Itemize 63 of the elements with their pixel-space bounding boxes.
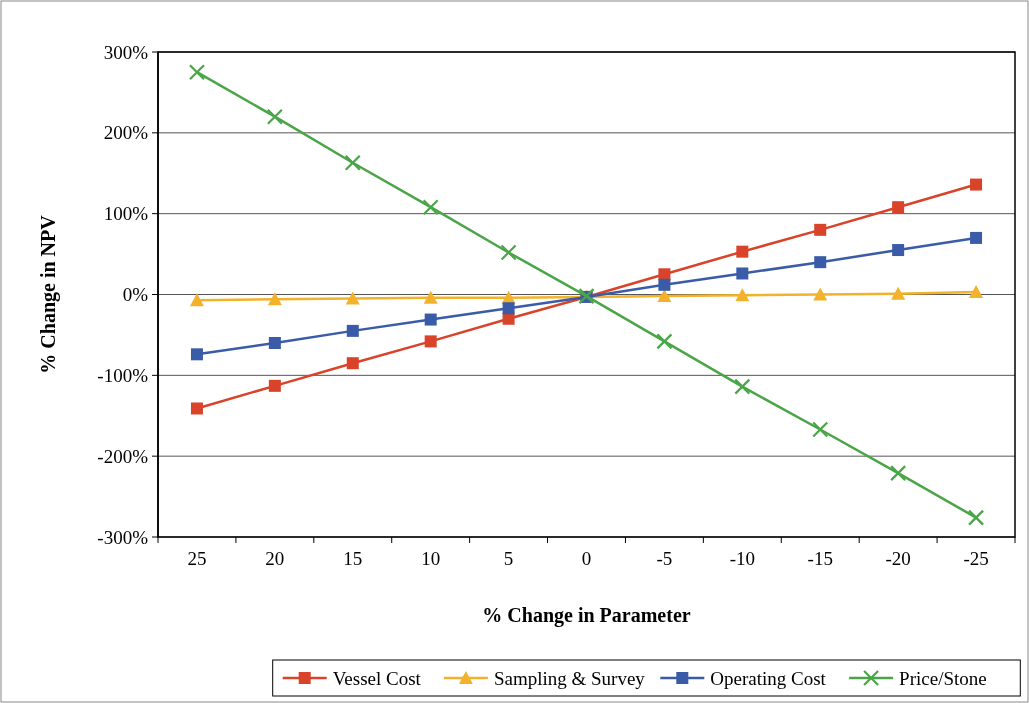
point	[967, 509, 985, 526]
point	[345, 291, 360, 305]
y-axis-title: % Change in NPV	[37, 214, 60, 374]
x-tick-label: 15	[343, 548, 363, 569]
point	[812, 421, 829, 438]
point	[190, 402, 203, 415]
legend-label: Operating Cost	[710, 667, 827, 689]
x-tick-label: 5	[503, 548, 514, 569]
point	[814, 256, 827, 269]
point	[814, 223, 827, 236]
point	[344, 154, 361, 171]
x-tick-label: -25	[963, 548, 989, 569]
point	[656, 333, 673, 350]
point	[734, 378, 751, 395]
point	[658, 268, 671, 281]
point	[189, 293, 204, 307]
point	[735, 288, 750, 302]
y-tick-label: 200%	[103, 122, 149, 144]
point	[969, 285, 984, 299]
point	[346, 324, 359, 337]
point	[500, 244, 517, 261]
legend-label: Price/Stone	[899, 667, 987, 689]
point	[892, 201, 905, 214]
point	[892, 244, 905, 257]
point	[736, 245, 749, 258]
point	[502, 302, 515, 315]
point	[268, 337, 281, 349]
point	[657, 289, 672, 303]
legend-label: Vessel Cost	[332, 667, 422, 689]
point	[423, 290, 438, 304]
point	[890, 465, 907, 482]
point	[424, 335, 437, 348]
x-tick-label: -20	[885, 548, 911, 569]
x-axis-title: % Change in Parameter	[482, 604, 691, 627]
point	[970, 178, 983, 191]
point	[188, 64, 206, 81]
point	[266, 108, 283, 125]
point	[268, 379, 281, 392]
x-tick-label: 0	[581, 548, 592, 569]
y-tick-label: 0%	[122, 284, 149, 306]
point	[190, 348, 203, 361]
y-tick-label: -300%	[97, 526, 149, 548]
x-tick-label: -10	[729, 548, 755, 569]
point	[891, 286, 906, 300]
x-tick-label: 25	[187, 548, 207, 569]
point	[422, 199, 439, 216]
point	[658, 278, 671, 291]
y-tick-label: -100%	[97, 364, 149, 386]
y-tick-label: -200%	[97, 445, 149, 467]
legend-label: Sampling & Survey	[493, 667, 646, 689]
x-tick-label: -15	[807, 548, 833, 569]
x-tick-label: 20	[265, 548, 285, 569]
point	[267, 292, 282, 306]
x-tick-label: 10	[421, 548, 441, 569]
point	[346, 357, 359, 370]
point	[736, 267, 749, 280]
y-tick-label: 100%	[103, 203, 149, 225]
point	[970, 231, 983, 244]
point	[424, 313, 437, 326]
point	[813, 287, 828, 301]
x-tick-label: -5	[656, 548, 673, 569]
y-tick-label: 300%	[103, 41, 149, 63]
point	[502, 312, 515, 325]
